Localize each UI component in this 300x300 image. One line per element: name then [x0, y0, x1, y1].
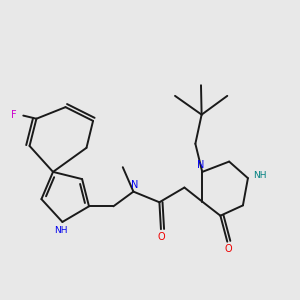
Text: O: O — [158, 232, 165, 242]
Text: NH: NH — [54, 226, 68, 235]
Text: N: N — [131, 180, 138, 190]
Text: N: N — [197, 160, 204, 170]
Text: NH: NH — [253, 170, 267, 179]
Text: F: F — [11, 110, 17, 120]
Text: O: O — [224, 244, 232, 254]
